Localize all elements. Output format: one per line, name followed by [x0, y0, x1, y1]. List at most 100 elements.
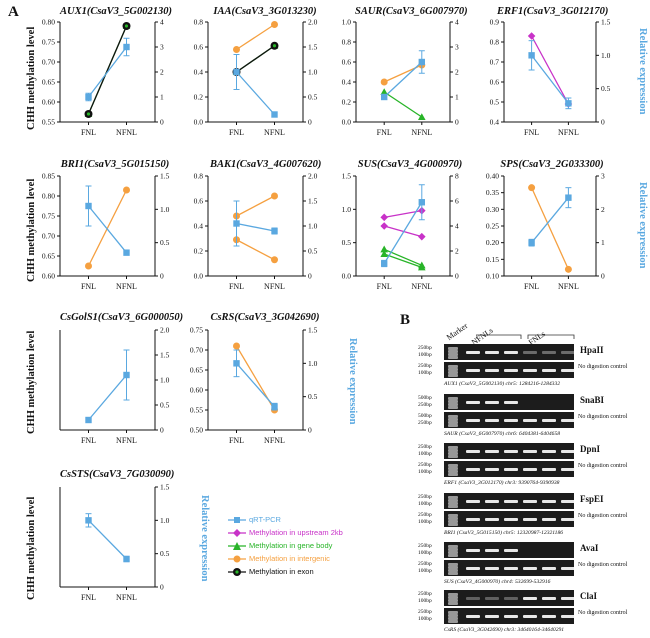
y-tick-label: 0.7	[490, 58, 500, 67]
y-tick-label: 1.0	[342, 18, 352, 27]
expression-point	[123, 249, 130, 256]
marker-size-label: 250bp	[418, 363, 432, 369]
marker-size-label: 100bp	[418, 352, 432, 358]
sample-band	[504, 369, 518, 372]
x-tick-label: NFNL	[558, 128, 579, 137]
marker-size-label: 250bp	[418, 402, 432, 408]
sample-band	[485, 597, 499, 600]
x-tick-label: FNL	[81, 282, 96, 291]
gel-image	[444, 461, 575, 477]
methylation-point-upstream	[380, 222, 388, 230]
ladder-band	[448, 371, 458, 374]
y2-tick-label: 0	[160, 118, 164, 127]
sample-band	[561, 468, 575, 471]
methylation-point-genebody	[380, 88, 388, 95]
y-tick-label: 0.25	[486, 222, 499, 231]
y-tick-label: 0.0	[342, 118, 352, 127]
expression-point	[418, 58, 425, 66]
sample-band	[561, 450, 575, 453]
methylation-line-genebody	[383, 248, 423, 266]
y-tick-label: 0.55	[42, 118, 55, 127]
y2-tick-label: 1	[601, 238, 605, 247]
ladder-band	[448, 353, 458, 356]
ladder-band	[448, 499, 458, 502]
gene-caption: SUS (CsaV3_4G000970) chr4: 532699-532916	[444, 579, 551, 585]
y2-tick-label: 1.0	[160, 205, 170, 214]
expression-point	[565, 100, 572, 107]
legend-item-upstream: Methylation in upstream 2kb	[228, 526, 343, 539]
ladder-band	[448, 464, 458, 467]
sample-band	[485, 500, 499, 503]
methylation-line-intergenic	[236, 195, 275, 217]
sample-band	[466, 500, 480, 503]
methylation-point-intergenic	[380, 78, 388, 86]
expression-line	[531, 197, 569, 244]
methylation-point-intergenic	[271, 192, 278, 200]
ladder-band	[448, 520, 458, 523]
ladder-band	[448, 449, 458, 452]
sample-band	[466, 597, 480, 600]
methylation-point-genebody	[418, 113, 426, 120]
ladder-band	[448, 611, 458, 614]
expression-point	[85, 517, 92, 524]
sample-band	[542, 500, 556, 503]
sample-band	[485, 401, 499, 404]
methylation-point-intergenic	[271, 21, 278, 28]
y-tick-label: 0.20	[486, 238, 499, 247]
ladder-band	[448, 551, 458, 554]
sample-band	[466, 369, 480, 372]
chart-title-csgols1: CsGolS1(CsaV3_6G000050)	[60, 312, 184, 323]
sample-band	[485, 518, 499, 521]
methylation-line-intergenic	[236, 23, 275, 51]
sample-band	[504, 500, 518, 503]
sample-band	[466, 518, 480, 521]
ladder-band	[448, 514, 458, 517]
x-tick-label: FNL	[81, 436, 96, 445]
expression-point	[123, 43, 130, 51]
sample-band	[542, 567, 556, 570]
y-tick-label: 0.55	[190, 406, 203, 415]
y2-tick-label: 4	[455, 18, 459, 27]
y-tick-label: 0.8	[194, 18, 204, 27]
y2-tick-label: 0	[160, 583, 164, 592]
ladder-band	[448, 365, 458, 368]
methylation-line-intergenic	[236, 239, 275, 261]
x-tick-label: FNL	[524, 282, 539, 291]
sample-band	[561, 351, 575, 354]
ladder-band	[448, 620, 458, 623]
y2-tick-label: 2.0	[160, 326, 170, 335]
y-tick-label: 0.70	[190, 346, 203, 355]
chart-title-sps: SPS(CsaV3_2G033300)	[500, 159, 604, 170]
y2-tick-label: 1.5	[308, 197, 318, 206]
sample-band	[466, 450, 480, 453]
chart-title-aux1: AUX1(CsaV3_5G002130)	[60, 6, 173, 17]
expression-line	[88, 374, 127, 421]
marker-size-label: 250bp	[418, 494, 432, 500]
sample-band	[523, 615, 537, 618]
ladder-band	[448, 614, 458, 617]
legend: qRT-PCR Methylation in upstream 2kb Meth…	[228, 513, 343, 578]
sample-band	[466, 615, 480, 618]
expression-point	[271, 111, 278, 118]
y2-tick-label: 0	[601, 118, 605, 127]
ladder-band	[448, 400, 458, 403]
ladder-band	[448, 347, 458, 350]
sample-band	[542, 351, 556, 354]
y2-tick-label: 0	[455, 118, 459, 127]
methylation-line-genebody	[383, 253, 423, 268]
methylation-line-upstream	[384, 225, 422, 238]
expression-point	[233, 360, 240, 367]
gene-caption: AUX1 (CsaV3_5G002130) chr5: 1284216-1284…	[444, 381, 561, 387]
y2-tick-label: 1.5	[160, 483, 170, 492]
y-tick-label: 0.8	[194, 172, 204, 181]
y-tick-label: 0.6	[342, 58, 352, 67]
y-tick-label: 0.6	[490, 78, 500, 87]
panel-a-label: A	[8, 4, 19, 20]
ladder-band	[448, 350, 458, 353]
no-digestion-label: No digestion control	[578, 414, 628, 420]
sample-band	[485, 468, 499, 471]
y-tick-label: 0.50	[190, 426, 203, 435]
y2-tick-label: 0	[601, 272, 605, 281]
expression-point	[123, 371, 130, 379]
